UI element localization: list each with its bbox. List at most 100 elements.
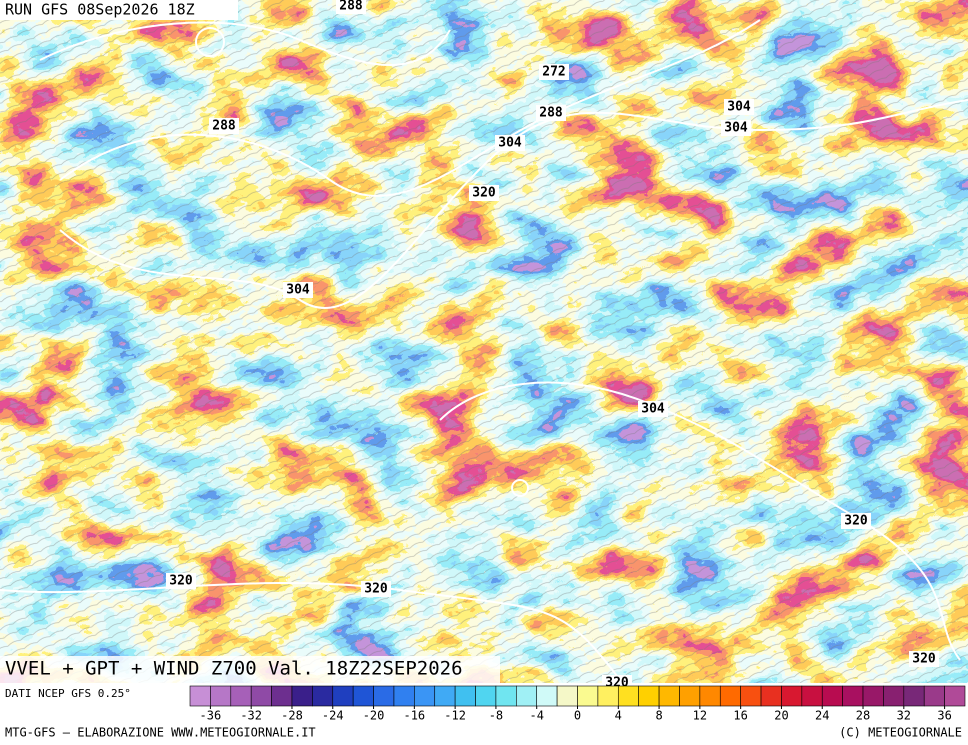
- colorbar-tick-label: -32: [240, 709, 262, 723]
- contour: [39, 21, 451, 66]
- contour-label: 304: [641, 402, 665, 417]
- footer-right: (C) METEOGIORNALE: [839, 726, 962, 740]
- colorbar-tick-label: 16: [733, 709, 747, 723]
- contour-label-box: [724, 99, 754, 115]
- contour-label-box: [361, 581, 391, 597]
- colorbar-tick-label: -24: [322, 709, 344, 723]
- colorbar-bin: [821, 685, 843, 707]
- contour-label-box: [166, 573, 196, 589]
- colorbar-bin: [577, 685, 599, 707]
- colorbar-bin: [923, 685, 945, 707]
- contour-label-box: [495, 135, 525, 151]
- contour-label: 320: [169, 574, 193, 589]
- colorbar-bin: [597, 685, 619, 707]
- colorbar-bin: [801, 685, 823, 707]
- contour-label-box: [209, 118, 239, 134]
- colorbar-bin: [332, 685, 354, 707]
- colorbar-tick-label: 36: [937, 709, 951, 723]
- colorbar-tick-label: 8: [655, 709, 662, 723]
- contour-label: 320: [912, 652, 936, 667]
- colorbar-tick-label: -20: [363, 709, 385, 723]
- contour-label: 320: [364, 582, 388, 597]
- colorbar-tick-label: 24: [815, 709, 829, 723]
- run-label: RUN GFS 08Sep2026 18Z: [5, 1, 195, 19]
- contour: [511, 479, 529, 497]
- source-label: DATI NCEP GFS 0.25°: [5, 687, 131, 700]
- colorbar-bin: [373, 685, 395, 707]
- contour-label: 304: [727, 100, 751, 115]
- colorbar-bin: [454, 685, 476, 707]
- colorbar-bin: [638, 685, 660, 707]
- colorbar-tick-label: 32: [897, 709, 911, 723]
- colorbar-bin: [230, 685, 252, 707]
- contour-label: 320: [844, 514, 868, 529]
- colorbar-bin: [740, 685, 762, 707]
- contour-label-box: [721, 120, 751, 136]
- contour-label-box: [539, 64, 569, 80]
- contour-label-box: [638, 401, 668, 417]
- colorbar-bin: [475, 685, 497, 707]
- contour-label: 288: [339, 0, 363, 14]
- colorbar-tick-label: 0: [574, 709, 581, 723]
- colorbar-tick-label: 28: [856, 709, 870, 723]
- contour-label: 288: [539, 106, 563, 121]
- colorbar-tick-label: -12: [444, 709, 466, 723]
- colorbar-bin: [312, 685, 334, 707]
- colorbar-bin: [495, 685, 517, 707]
- colorbar-bin: [903, 685, 925, 707]
- colorbar-bin: [393, 685, 415, 707]
- colorbar-bin: [658, 685, 680, 707]
- colorbar-bin: [291, 685, 313, 707]
- footer-left: MTG-GFS — ELABORAZIONE WWW.METEOGIORNALE…: [5, 726, 316, 740]
- contour-label: 304: [286, 283, 310, 298]
- contour-label-box: [283, 282, 313, 298]
- colorbar-tick-label: -8: [489, 709, 503, 723]
- contour: [439, 381, 961, 661]
- contour: [59, 19, 761, 197]
- contour-label-box: [469, 185, 499, 201]
- colorbar-bin: [189, 685, 211, 707]
- colorbar-bin: [944, 685, 966, 707]
- contour-label-box: [841, 513, 871, 529]
- contour-label: 288: [212, 119, 236, 134]
- colorbar-bin: [210, 685, 232, 707]
- colorbar-tick-label: -4: [529, 709, 543, 723]
- map-title: VVEL + GPT + WIND Z700 Val. 18Z22SEP2026: [5, 658, 463, 680]
- colorbar-tick-label: -36: [200, 709, 222, 723]
- contour: [195, 27, 225, 57]
- colorbar-bin: [536, 685, 558, 707]
- header-box: [0, 0, 238, 20]
- title-box: [0, 656, 500, 683]
- colorbar-bin: [414, 685, 436, 707]
- colorbar-bin: [883, 685, 905, 707]
- colorbar-bin: [556, 685, 578, 707]
- colorbar-bin: [250, 685, 272, 707]
- contour-label-box: [336, 0, 366, 14]
- contour-label: 272: [542, 65, 565, 80]
- colorbar-bin: [781, 685, 803, 707]
- colorbar-bin: [862, 685, 884, 707]
- wind-streamlines: [0, 0, 968, 683]
- colorbar-tick-label: 4: [615, 709, 622, 723]
- colorbar-tick-label: -16: [403, 709, 425, 723]
- colorbar-bin: [699, 685, 721, 707]
- contour-label-box: [536, 105, 566, 121]
- colorbar-bin: [434, 685, 456, 707]
- contour-label: 304: [724, 121, 748, 136]
- colorbar-bin: [719, 685, 741, 707]
- colorbar-bin: [760, 685, 782, 707]
- colorbar-bin: [516, 685, 538, 707]
- colorbar-tick-label: 20: [774, 709, 788, 723]
- colorbar-tick-label: 12: [693, 709, 707, 723]
- colorbar-bin: [352, 685, 374, 707]
- colorbar-bin: [679, 685, 701, 707]
- colorbar-tick-label: -28: [281, 709, 303, 723]
- colorbar-bin: [617, 685, 639, 707]
- colorbar-bin: [842, 685, 864, 707]
- colorbar-bin: [271, 685, 293, 707]
- contour-label: 320: [472, 186, 496, 201]
- contour-label-box: [909, 651, 939, 667]
- contour-label: 304: [498, 136, 522, 151]
